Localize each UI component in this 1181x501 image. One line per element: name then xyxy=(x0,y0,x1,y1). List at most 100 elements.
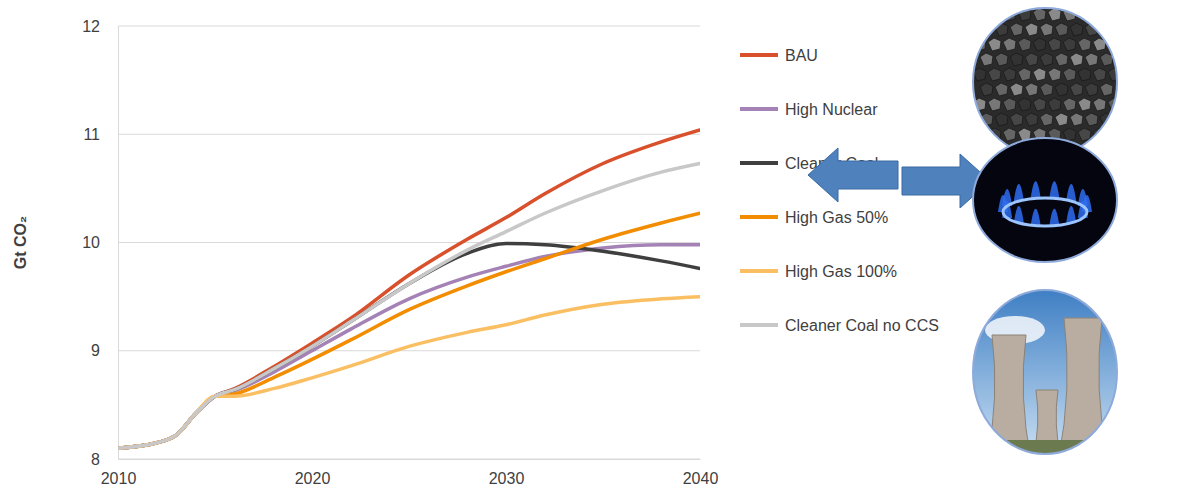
coal-lump xyxy=(1048,38,1061,51)
series-line xyxy=(118,163,700,448)
gas-picture xyxy=(973,138,1117,262)
y-tick: 9 xyxy=(91,342,118,359)
coal-lump xyxy=(1055,53,1068,66)
coal-lump xyxy=(1070,113,1083,126)
legend-label: High Gas 100% xyxy=(785,263,897,280)
coal-lump xyxy=(1063,38,1076,51)
coal-lump xyxy=(1025,83,1038,96)
flame xyxy=(1049,181,1059,198)
towers-picture xyxy=(973,290,1117,460)
gas-border xyxy=(973,138,1117,262)
coal-lump xyxy=(1055,23,1068,36)
coal-lump xyxy=(1100,83,1113,96)
grid-line xyxy=(118,459,700,460)
coal-lump xyxy=(1040,23,1053,36)
y-tick: 8 xyxy=(91,451,118,468)
x-tick: 2040 xyxy=(683,459,719,487)
coal-lump xyxy=(1040,53,1053,66)
x-tick-label: 2030 xyxy=(489,470,525,487)
chart: 891011122010202020302040Gt CO₂BAUHigh Nu… xyxy=(0,0,1181,501)
coal-lump xyxy=(1003,128,1016,141)
legend-swatch xyxy=(740,107,778,111)
series-line xyxy=(118,213,700,448)
flame xyxy=(1031,181,1041,198)
grid xyxy=(118,26,700,459)
flame xyxy=(1049,209,1059,226)
coal-lump xyxy=(1108,68,1121,81)
y-tick-label: 11 xyxy=(83,126,100,143)
coal-lump xyxy=(1078,68,1091,81)
x-tick-label: 2040 xyxy=(683,470,719,487)
coal-lump xyxy=(1018,68,1031,81)
coal-lump xyxy=(1055,113,1068,126)
coal-lump xyxy=(1048,98,1061,111)
ground xyxy=(973,440,1117,460)
coal-lump xyxy=(980,53,993,66)
coal-lump xyxy=(1093,98,1106,111)
y-tick-label: 12 xyxy=(82,18,100,35)
coal-border xyxy=(973,8,1117,156)
coal-lump xyxy=(1108,128,1121,141)
coal-lump xyxy=(1070,83,1083,96)
y-axis-line xyxy=(118,27,119,460)
coal-lump xyxy=(1018,38,1031,51)
coal-lump xyxy=(1003,38,1016,51)
legend-label: High Gas 50% xyxy=(785,209,888,226)
x-tick: 2020 xyxy=(295,459,331,487)
coal-lump xyxy=(1100,23,1113,36)
coal-lump xyxy=(1108,8,1121,21)
coal-lump xyxy=(1055,83,1068,96)
flame xyxy=(1066,184,1076,201)
coal-lump xyxy=(980,83,993,96)
coal-lump xyxy=(988,68,1001,81)
series-line xyxy=(118,245,700,449)
coal-lump xyxy=(995,53,1008,66)
y-tick: 10 xyxy=(82,234,118,251)
series-line xyxy=(118,130,700,448)
legend-swatch xyxy=(740,323,778,327)
legend-swatch xyxy=(740,269,778,273)
coal-lump xyxy=(1115,113,1128,126)
grid-line xyxy=(118,26,700,27)
coal-lump xyxy=(973,128,986,141)
coal-picture xyxy=(973,8,1128,156)
y-tick-label: 10 xyxy=(82,234,100,251)
coal-lump xyxy=(1025,53,1038,66)
coal-lump xyxy=(1010,83,1023,96)
coal-lump xyxy=(1048,68,1061,81)
coal-lump xyxy=(1078,38,1091,51)
coal-lump xyxy=(1063,68,1076,81)
legend-swatch xyxy=(740,53,778,57)
coal-lump xyxy=(1033,8,1046,21)
x-tick: 2030 xyxy=(489,459,525,487)
coal-lump xyxy=(1115,53,1128,66)
legend-label: High Nuclear xyxy=(785,101,878,118)
coal-lump xyxy=(1085,53,1098,66)
coal-lump xyxy=(1010,23,1023,36)
y-tick-label: 8 xyxy=(91,451,100,468)
coal-lump xyxy=(1115,23,1128,36)
coal-lump xyxy=(1040,83,1053,96)
grid-line xyxy=(118,350,700,351)
flame xyxy=(1014,184,1024,201)
coal-lump xyxy=(988,8,1001,21)
coal-lump xyxy=(1033,38,1046,51)
coal-lump xyxy=(1085,113,1098,126)
series-line xyxy=(118,244,700,449)
series-line xyxy=(118,297,700,449)
legend-label: Cleaner Coal no CCS xyxy=(785,317,939,334)
coal-lump xyxy=(1070,53,1083,66)
x-tick-label: 2010 xyxy=(101,470,137,487)
flame xyxy=(1031,209,1041,226)
coal-lump xyxy=(1025,113,1038,126)
coal-lump xyxy=(1018,98,1031,111)
coal-lump xyxy=(1093,68,1106,81)
coal-lump xyxy=(995,23,1008,36)
coal-lump xyxy=(1063,98,1076,111)
coal-ground xyxy=(973,8,1117,156)
legend-swatch xyxy=(740,215,778,219)
coal-lump xyxy=(1115,143,1128,156)
coal-lump xyxy=(1025,23,1038,36)
coal-lump xyxy=(995,113,1008,126)
x-axis-line xyxy=(119,459,701,460)
